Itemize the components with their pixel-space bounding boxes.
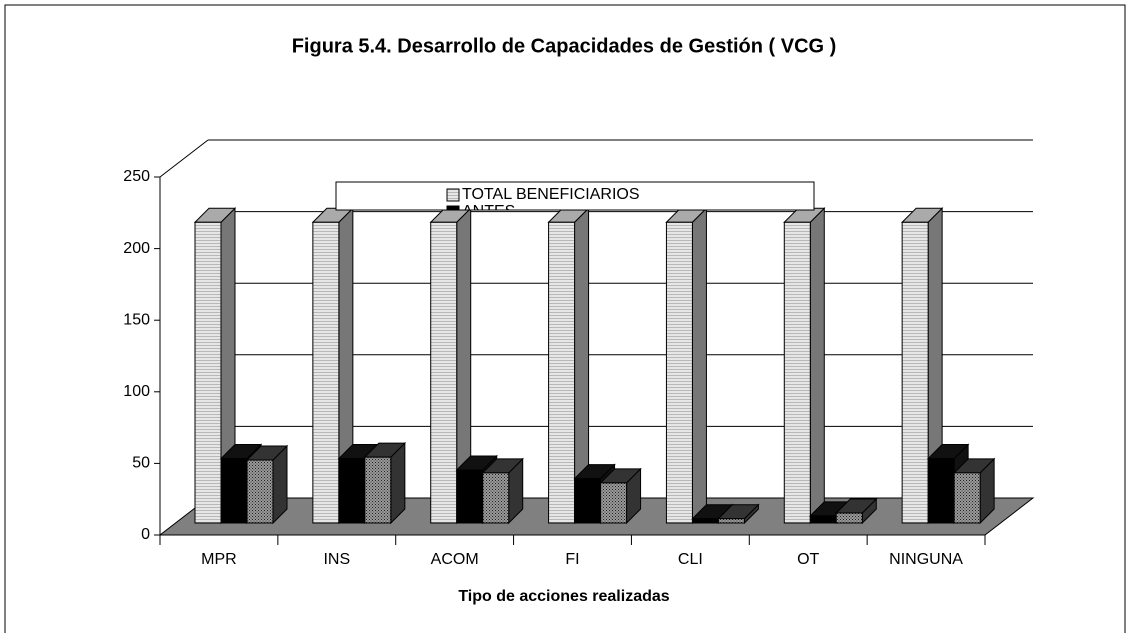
bar bbox=[312, 221, 340, 524]
bar-side bbox=[809, 207, 825, 525]
bar bbox=[430, 221, 458, 524]
x-tick-label: NINGUNA bbox=[889, 551, 963, 568]
bar bbox=[548, 221, 576, 524]
legend-label: TOTAL BENEFICIARIOS bbox=[462, 186, 640, 203]
legend-label: ANTES bbox=[462, 203, 515, 220]
bar bbox=[456, 469, 484, 524]
bar-side bbox=[691, 207, 707, 525]
bar bbox=[482, 472, 510, 524]
legend-swatch bbox=[446, 188, 460, 202]
bar bbox=[665, 221, 693, 524]
bar bbox=[901, 221, 929, 524]
y-tick-label: 50 bbox=[132, 455, 150, 472]
y-tick-label: 200 bbox=[123, 240, 150, 257]
frame bbox=[4, 4, 1126, 638]
legend-box bbox=[335, 181, 815, 211]
bar bbox=[574, 478, 602, 524]
bar bbox=[927, 458, 955, 524]
x-tick-label: INS bbox=[323, 551, 350, 568]
x-axis-label: Tipo de acciones realizadas bbox=[458, 588, 669, 605]
bar bbox=[600, 482, 628, 524]
chart-title: Figura 5.4. Desarrollo de Capacidades de… bbox=[292, 35, 837, 57]
bar bbox=[717, 518, 745, 524]
bar bbox=[835, 512, 863, 524]
x-tick-label: OT bbox=[797, 551, 819, 568]
x-tick-label: ACOM bbox=[431, 551, 479, 568]
grid-line bbox=[159, 139, 209, 178]
legend-swatch bbox=[446, 205, 460, 210]
y-tick-label: 100 bbox=[123, 383, 150, 400]
bar bbox=[220, 458, 248, 524]
bar bbox=[364, 456, 392, 524]
bar bbox=[194, 221, 222, 524]
y-tick-label: 150 bbox=[123, 311, 150, 328]
x-tick-label: MPR bbox=[201, 551, 237, 568]
x-tick-label: FI bbox=[565, 551, 579, 568]
y-tick-label: 250 bbox=[123, 168, 150, 185]
bar bbox=[338, 458, 366, 524]
bar bbox=[809, 515, 837, 524]
x-tick-label: CLI bbox=[678, 551, 703, 568]
bar bbox=[953, 472, 981, 524]
bar bbox=[691, 518, 719, 524]
bar bbox=[783, 221, 811, 524]
bar bbox=[246, 459, 274, 524]
y-tick-label: 0 bbox=[141, 526, 150, 543]
